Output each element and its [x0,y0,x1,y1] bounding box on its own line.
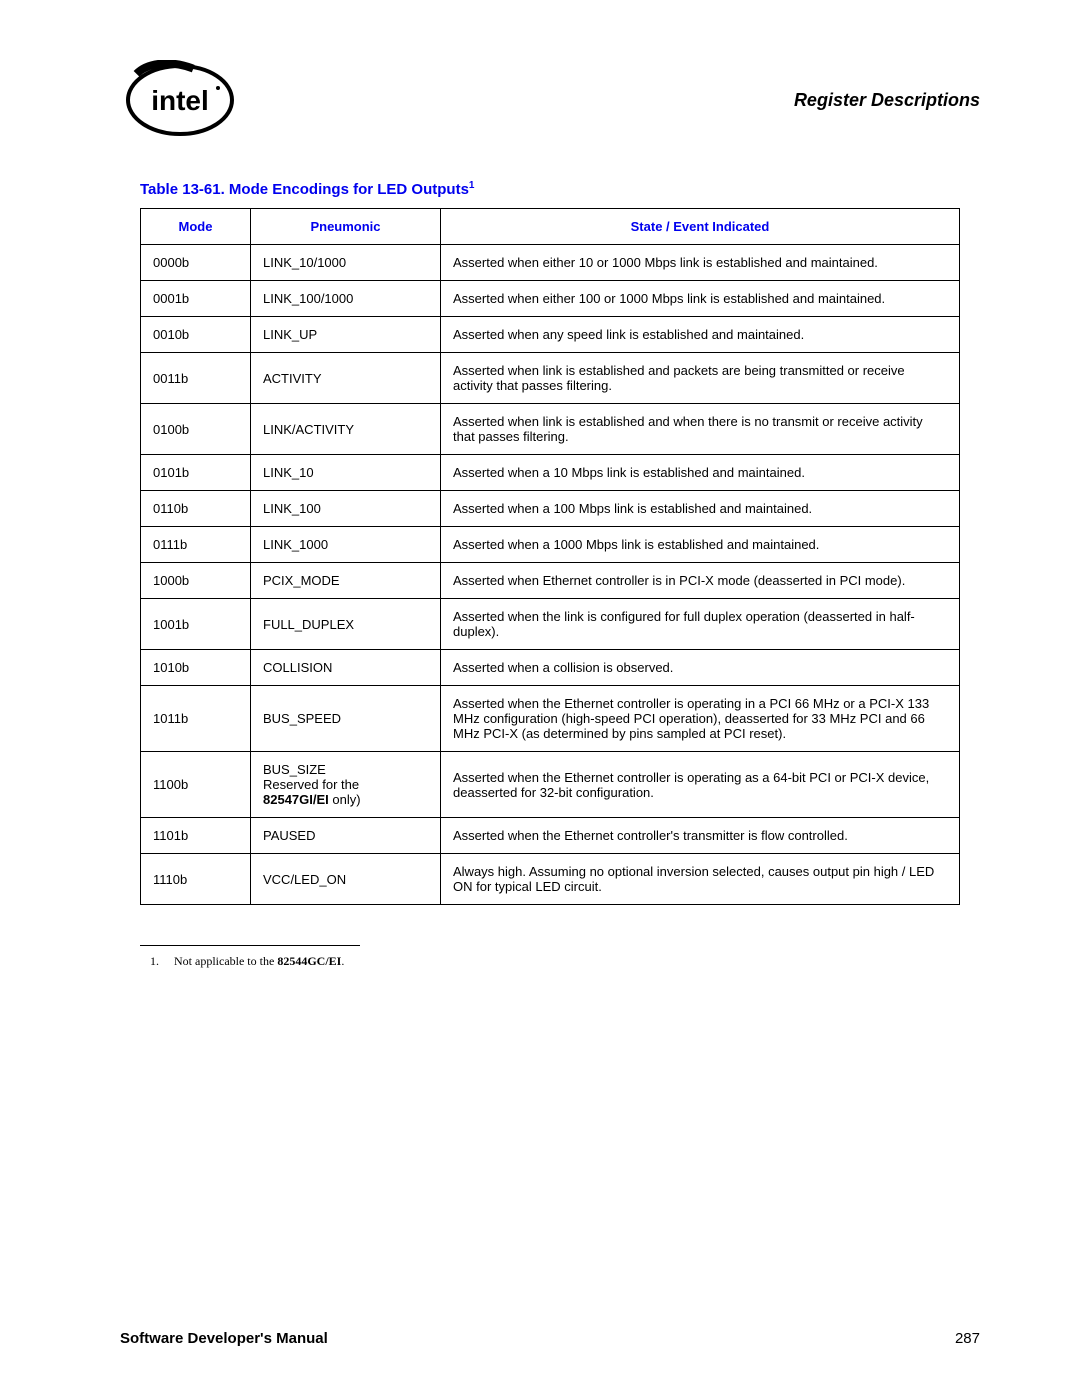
cell-desc: Asserted when either 100 or 1000 Mbps li… [441,281,960,317]
table-row: 0100b LINK/ACTIVITY Asserted when link i… [141,404,960,455]
page-footer: Software Developer's Manual 287 [120,1330,980,1347]
table-row: 0011b ACTIVITY Asserted when link is est… [141,353,960,404]
cell-desc: Asserted when any speed link is establis… [441,317,960,353]
table-row: 0000b LINK_10/1000 Asserted when either … [141,245,960,281]
table-row: 0010b LINK_UP Asserted when any speed li… [141,317,960,353]
cell-mode: 0111b [141,527,251,563]
intel-logo: intel [120,60,240,140]
cell-mode: 0110b [141,491,251,527]
page-header: intel Register Descriptions [120,60,980,140]
cell-mode: 1000b [141,563,251,599]
cell-desc: Asserted when link is established and pa… [441,353,960,404]
footer-title: Software Developer's Manual [120,1330,328,1347]
table-row: 0111b LINK_1000 Asserted when a 1000 Mbp… [141,527,960,563]
cell-desc: Asserted when a 1000 Mbps link is establ… [441,527,960,563]
cell-pneu: LINK_10/1000 [251,245,441,281]
cell-desc: Asserted when the link is configured for… [441,599,960,650]
cell-pneu: BUS_SIZE Reserved for the 82547GI/EI onl… [251,752,441,818]
cell-pneu: BUS_SPEED [251,686,441,752]
cell-desc: Asserted when a collision is observed. [441,650,960,686]
cell-pneu: LINK_UP [251,317,441,353]
cell-pneu: ACTIVITY [251,353,441,404]
cell-mode: 1001b [141,599,251,650]
cell-pneu: LINK_1000 [251,527,441,563]
footnote-prefix: Not applicable to the [174,954,277,968]
table-row: 1001b FULL_DUPLEX Asserted when the link… [141,599,960,650]
cell-pneu: PAUSED [251,818,441,854]
cell-mode: 0101b [141,455,251,491]
page-number: 287 [955,1330,980,1347]
table-row: 0001b LINK_100/1000 Asserted when either… [141,281,960,317]
cell-mode: 0010b [141,317,251,353]
cell-mode: 0011b [141,353,251,404]
cell-mode: 1101b [141,818,251,854]
cell-desc: Asserted when a 100 Mbps link is establi… [441,491,960,527]
cell-pneu: VCC/LED_ON [251,854,441,905]
cell-pneu: LINK/ACTIVITY [251,404,441,455]
cell-desc: Asserted when either 10 or 1000 Mbps lin… [441,245,960,281]
footnote: 1. Not applicable to the 82544GC/EI. [150,954,980,969]
table-row: 1011b BUS_SPEED Asserted when the Ethern… [141,686,960,752]
cell-desc: Asserted when the Ethernet controller is… [441,686,960,752]
cell-desc: Asserted when the Ethernet controller's … [441,818,960,854]
table-caption: Table 13-61. Mode Encodings for LED Outp… [140,180,980,198]
page: intel Register Descriptions Table 13-61.… [0,0,1080,1397]
cell-mode: 1011b [141,686,251,752]
cell-mode: 0000b [141,245,251,281]
pneu-bold: 82547GI/EI [263,792,329,807]
pneu-line2: Reserved for the [263,777,359,792]
cell-mode: 1010b [141,650,251,686]
col-pneumonic: Pneumonic [251,209,441,245]
col-state: State / Event Indicated [441,209,960,245]
table-row: 0101b LINK_10 Asserted when a 10 Mbps li… [141,455,960,491]
cell-pneu: LINK_100 [251,491,441,527]
cell-pneu: COLLISION [251,650,441,686]
svg-text:intel: intel [151,85,209,116]
footnote-suffix: . [341,954,344,968]
col-mode: Mode [141,209,251,245]
cell-pneu: PCIX_MODE [251,563,441,599]
table-row: 1110b VCC/LED_ON Always high. Assuming n… [141,854,960,905]
footnote-num: 1. [150,954,159,968]
footnote-rule [140,945,360,946]
section-title: Register Descriptions [794,90,980,111]
cell-desc: Always high. Assuming no optional invers… [441,854,960,905]
pneu-line3: only) [329,792,361,807]
cell-pneu: LINK_100/1000 [251,281,441,317]
cell-mode: 1100b [141,752,251,818]
table-row: 0110b LINK_100 Asserted when a 100 Mbps … [141,491,960,527]
caption-sup: 1 [469,180,475,191]
table-row: 1101b PAUSED Asserted when the Ethernet … [141,818,960,854]
caption-text: Table 13-61. Mode Encodings for LED Outp… [140,181,469,198]
table-header-row: Mode Pneumonic State / Event Indicated [141,209,960,245]
cell-desc: Asserted when a 10 Mbps link is establis… [441,455,960,491]
cell-pneu: FULL_DUPLEX [251,599,441,650]
cell-mode: 0100b [141,404,251,455]
table-row: 1010b COLLISION Asserted when a collisio… [141,650,960,686]
footnote-bold: 82544GC/EI [277,954,341,968]
pneu-line1: BUS_SIZE [263,762,326,777]
cell-desc: Asserted when link is established and wh… [441,404,960,455]
cell-mode: 0001b [141,281,251,317]
cell-mode: 1110b [141,854,251,905]
cell-desc: Asserted when the Ethernet controller is… [441,752,960,818]
cell-pneu: LINK_10 [251,455,441,491]
table-row: 1100b BUS_SIZE Reserved for the 82547GI/… [141,752,960,818]
mode-encodings-table: Mode Pneumonic State / Event Indicated 0… [140,208,960,905]
cell-desc: Asserted when Ethernet controller is in … [441,563,960,599]
table-row: 1000b PCIX_MODE Asserted when Ethernet c… [141,563,960,599]
